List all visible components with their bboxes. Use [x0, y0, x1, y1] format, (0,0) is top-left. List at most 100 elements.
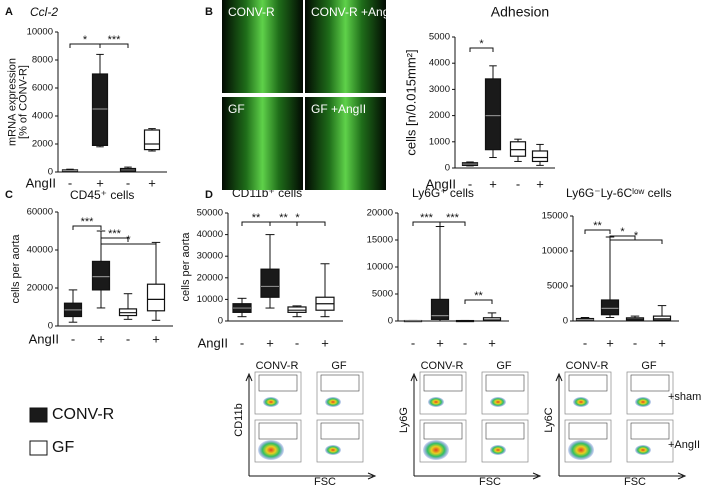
x-axis-label: AngII	[426, 176, 456, 191]
gate	[568, 374, 608, 392]
gate	[320, 374, 360, 392]
significance-bracket	[100, 243, 157, 248]
x-tick-label: +	[488, 335, 496, 350]
x-tick-label: +	[96, 175, 104, 190]
y-tick-label: 4000	[429, 58, 450, 69]
box	[600, 299, 620, 316]
y-axis-label: cells per aorta	[10, 234, 22, 304]
cell-cluster	[325, 397, 341, 407]
y-tick-label: 0	[218, 316, 223, 327]
gate	[423, 422, 463, 440]
significance-label: *	[620, 226, 625, 238]
micrograph-label: CONV-R	[228, 5, 275, 19]
panel-letter: C	[5, 189, 13, 201]
y-tick-label: 0	[48, 321, 53, 332]
chart-title: CD45⁺ cells	[70, 188, 134, 202]
box	[146, 283, 166, 312]
x-tick-label: +	[152, 331, 160, 346]
panel-letter: D	[205, 189, 213, 201]
flow-column-label: CONV-R	[421, 360, 464, 372]
y-tick-label: 40000	[197, 229, 223, 240]
y-tick-label: 3000	[429, 84, 450, 95]
significance-bracket	[609, 235, 636, 240]
micrograph	[305, 0, 386, 93]
y-axis-label: mRNA expression	[6, 58, 18, 146]
y-tick-label: 20000	[197, 272, 223, 283]
significance-bracket	[269, 221, 326, 226]
y-axis-label: cells [n/0.015mm²]	[403, 49, 418, 155]
x-tick-label: +	[489, 176, 497, 191]
flow-plot	[254, 371, 302, 415]
flow-x-label: FSC	[479, 476, 501, 488]
gate	[485, 374, 525, 392]
y-tick-label: 10000	[197, 294, 223, 305]
x-tick-label: -	[126, 175, 130, 190]
x-tick-label: -	[411, 335, 415, 350]
flow-plot	[316, 371, 364, 415]
y-tick-label: 0	[48, 167, 53, 178]
significance-label: *	[83, 34, 88, 46]
flow-plot	[564, 371, 612, 415]
cell-cluster	[573, 397, 589, 407]
flow-x-label: FSC	[624, 476, 646, 488]
flow-y-label: CD11b	[233, 403, 245, 436]
significance-bracket	[609, 239, 663, 244]
micrograph-label: GF +AngII	[311, 102, 366, 116]
gate	[630, 422, 670, 440]
micrograph	[222, 0, 303, 93]
panel-letter: A	[5, 6, 13, 18]
x-tick-label: +	[266, 335, 274, 350]
y-tick-label: 15000	[542, 211, 568, 222]
box	[482, 317, 502, 322]
significance-bracket	[584, 229, 611, 234]
x-tick-label: -	[126, 331, 130, 346]
flow-y-label: Ly6C	[543, 407, 555, 432]
y-tick-label: 6000	[32, 83, 53, 94]
x-tick-label: +	[606, 335, 614, 350]
significance-label: **	[474, 290, 483, 302]
gate	[568, 422, 608, 440]
legend-swatch	[29, 440, 48, 456]
x-axis-label: AngII	[26, 175, 56, 190]
significance-label: ***	[420, 212, 434, 224]
significance-label: **	[252, 212, 261, 224]
x-tick-label: +	[658, 335, 666, 350]
x-tick-label: -	[516, 176, 520, 191]
significance-label: ***	[108, 228, 122, 240]
x-axis-label: AngII	[198, 335, 228, 350]
cell-cluster	[635, 445, 651, 455]
x-tick-label: -	[463, 335, 467, 350]
x-tick-label: -	[71, 331, 75, 346]
box	[260, 268, 280, 298]
cell-cluster	[490, 397, 506, 407]
flow-column-label: GF	[641, 360, 657, 372]
x-tick-label: +	[536, 176, 544, 191]
y-tick-label: 0	[388, 316, 393, 327]
flow-column-label: GF	[496, 360, 512, 372]
chart-title: Ly6G⁺ cells	[412, 186, 474, 200]
y-tick-label: 5000	[372, 289, 393, 300]
axis-arrow	[245, 372, 377, 480]
significance-label: *	[126, 234, 131, 246]
significance-bracket	[439, 221, 466, 226]
y-tick-label: 50000	[197, 208, 223, 219]
legend-label: CONV-R	[52, 406, 114, 423]
cell-cluster	[490, 445, 506, 455]
x-tick-label: +	[321, 335, 329, 350]
significance-bracket	[72, 225, 102, 230]
axis-arrow	[410, 372, 542, 480]
box	[143, 129, 161, 151]
y-tick-label: 40000	[27, 245, 53, 256]
x-tick-label: +	[148, 175, 156, 190]
flow-column-label: CONV-R	[566, 360, 609, 372]
significance-bracket	[464, 299, 493, 304]
y-tick-label: 10000	[27, 27, 53, 38]
y-tick-label: 30000	[197, 251, 223, 262]
y-tick-label: 60000	[27, 207, 53, 218]
y-tick-label: 2000	[429, 110, 450, 121]
y-tick-label: 5000	[547, 281, 568, 292]
flow-row-label: +sham	[668, 391, 701, 403]
x-tick-label: -	[583, 335, 587, 350]
y-tick-label: 20000	[27, 283, 53, 294]
